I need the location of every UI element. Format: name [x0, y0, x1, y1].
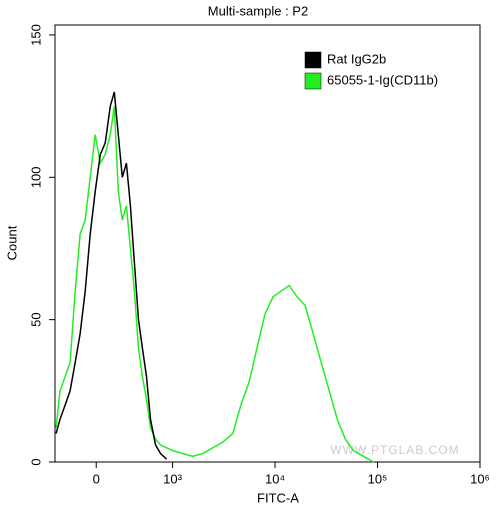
chart-title: Multi-sample : P2 — [208, 3, 308, 18]
x-tick-label: 10³ — [163, 471, 182, 486]
x-tick-label: 10⁵ — [368, 471, 388, 486]
y-tick-label: 150 — [28, 24, 43, 46]
x-tick-label: 0 — [93, 471, 100, 486]
y-axis-label: Count — [4, 225, 19, 260]
legend-label: 65055-1-Ig(CD11b) — [327, 72, 438, 87]
x-tick-label: 10⁴ — [265, 471, 285, 486]
plot-frame — [54, 24, 481, 463]
legend: Rat IgG2b 65055-1-Ig(CD11b) — [304, 51, 438, 90]
x-tick-label: 10⁶ — [470, 471, 490, 486]
lines — [55, 91, 374, 463]
series-line — [55, 105, 374, 463]
legend-swatch — [304, 51, 322, 69]
y-tick-label: 100 — [28, 166, 43, 188]
series-line — [55, 91, 168, 460]
y-tick-label: 0 — [28, 458, 43, 465]
x-axis-label: FITC-A — [257, 490, 299, 505]
y-tick-label: 50 — [28, 312, 43, 326]
legend-label: Rat IgG2b — [327, 51, 386, 66]
watermark: WWW.PTGLAB.COM — [330, 443, 459, 457]
legend-swatch — [304, 72, 322, 90]
